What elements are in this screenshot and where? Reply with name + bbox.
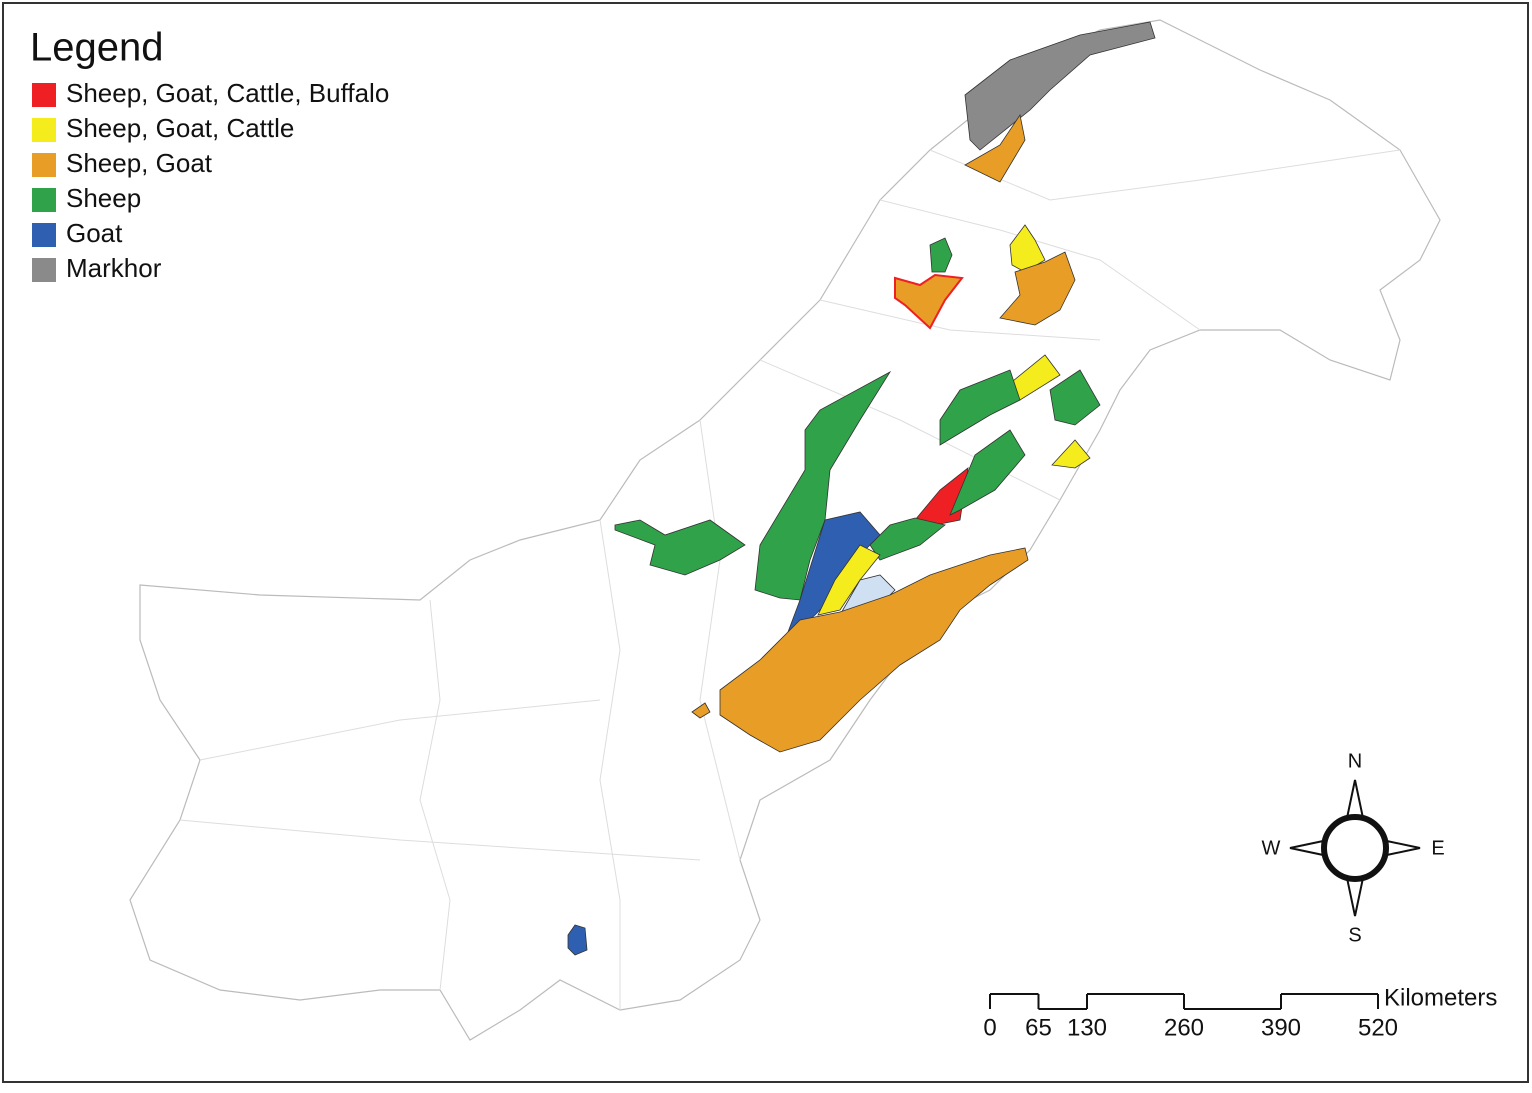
- scale-label: 65: [1025, 1014, 1052, 1041]
- legend-swatch: [32, 188, 56, 212]
- legend-label: Goat: [66, 218, 123, 248]
- district: [1049, 369, 1101, 426]
- district: [614, 519, 746, 576]
- scale-label: 0: [983, 1014, 996, 1041]
- scale-label: 390: [1261, 1014, 1301, 1041]
- legend-label: Sheep, Goat: [66, 148, 213, 178]
- district: [691, 702, 711, 719]
- legend-swatch: [32, 153, 56, 177]
- district: [999, 251, 1076, 326]
- compass: N S W E: [1262, 750, 1445, 946]
- district: [719, 547, 1029, 753]
- district: [949, 429, 1026, 516]
- district: [964, 21, 1156, 151]
- legend-swatch: [32, 258, 56, 282]
- legend-label: Sheep, Goat, Cattle: [66, 113, 294, 143]
- district: [964, 113, 1026, 183]
- district: [929, 237, 953, 273]
- highlighted-districts: [567, 21, 1156, 956]
- district: [1009, 224, 1046, 273]
- district: [894, 273, 964, 330]
- legend-swatch: [32, 83, 56, 107]
- district: [869, 517, 946, 561]
- legend-label: Markhor: [66, 253, 162, 283]
- legend-title: Legend: [30, 26, 163, 70]
- district: [754, 370, 892, 601]
- district: [939, 369, 1021, 446]
- legend-swatch: [32, 118, 56, 142]
- compass-west: W: [1262, 837, 1281, 859]
- scale-label: 260: [1164, 1014, 1204, 1041]
- scale-label: 520: [1358, 1014, 1398, 1041]
- scale-label: 130: [1067, 1014, 1107, 1041]
- district: [1051, 439, 1091, 469]
- compass-east: E: [1431, 837, 1444, 859]
- legend-label: Sheep, Goat, Cattle, Buffalo: [66, 78, 389, 108]
- legend-swatch: [32, 223, 56, 247]
- legend-label: Sheep: [66, 183, 141, 213]
- district: [817, 544, 881, 616]
- district: [567, 924, 588, 956]
- scale-unit: Kilometers: [1384, 984, 1497, 1011]
- compass-north: N: [1348, 750, 1362, 772]
- compass-south: S: [1348, 924, 1361, 946]
